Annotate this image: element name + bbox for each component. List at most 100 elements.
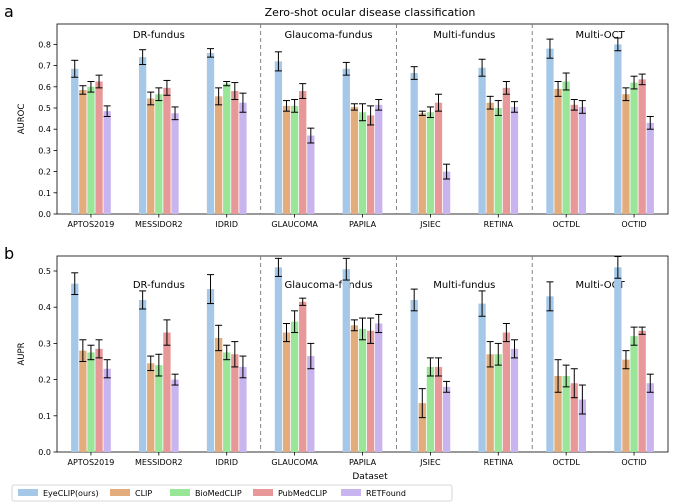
bar [502, 332, 511, 452]
bar [95, 348, 103, 452]
bar [103, 111, 111, 214]
x-tick-label: GLAUCOMA [271, 220, 318, 229]
bar [570, 383, 578, 452]
bar [638, 79, 646, 214]
bar [231, 91, 239, 214]
bar [171, 379, 179, 452]
bar [434, 366, 443, 452]
bar [578, 106, 587, 214]
y-tick-label: 0.7 [38, 62, 51, 71]
bar [239, 366, 247, 452]
y-tick-label: 0.6 [38, 83, 51, 92]
legend-swatch [110, 489, 130, 496]
y-tick-label: 0.0 [38, 210, 51, 219]
bar [103, 368, 111, 452]
bar [350, 325, 359, 452]
bar [418, 113, 426, 214]
bar [274, 61, 283, 214]
x-tick-label: IDRID [215, 458, 238, 467]
bar [147, 98, 155, 214]
legend-entry: EyeCLIP(ours) [43, 489, 99, 498]
bar [375, 323, 383, 452]
x-tick-label: JSIEC [419, 220, 441, 229]
y-tick-label: 0.1 [38, 189, 51, 198]
x-tick-label: MESSIDOR2 [135, 458, 183, 467]
x-tick-label: OCTDL [552, 220, 580, 229]
bar [442, 386, 451, 452]
bar [578, 399, 587, 452]
x-tick-label: APTOS2019 [67, 220, 114, 229]
x-tick-label: IDRID [215, 220, 238, 229]
bar [214, 96, 223, 214]
bar [171, 113, 179, 214]
x-tick-label: RETINA [484, 458, 514, 467]
legend-swatch [253, 489, 273, 496]
bar [282, 105, 291, 214]
bar [358, 112, 367, 214]
bar [622, 359, 630, 452]
bar [79, 89, 87, 214]
figure-title: Zero-shot ocular disease classification [265, 6, 476, 19]
bar [434, 102, 443, 214]
group-label: DR-fundus [133, 280, 185, 291]
x-axis-label: Dataset [352, 472, 388, 482]
bar [366, 330, 375, 452]
panel-label-b: b [4, 244, 14, 263]
bar [486, 354, 494, 452]
x-tick-label: OCTID [621, 220, 646, 229]
bar [95, 81, 103, 214]
bar [646, 383, 654, 452]
bar [630, 82, 638, 214]
bar [299, 91, 307, 214]
y-tick-label: 0.5 [38, 267, 51, 276]
y-tick-label: 0.3 [38, 146, 51, 155]
bar [342, 68, 350, 214]
bar [307, 135, 315, 214]
bar [554, 375, 562, 452]
bar [418, 403, 426, 452]
y-tick-label: 0.4 [38, 303, 51, 312]
bar [375, 104, 383, 214]
bar [494, 108, 502, 214]
group-label: Multi-OCT [575, 30, 625, 41]
aupr-chart: 0.0 0.1 0.2 0.3 0.4 0.5 AUPR APTOS2019 MESSIDOR2… [17, 255, 669, 467]
bar [307, 356, 315, 452]
bar [239, 102, 247, 214]
bar [442, 171, 451, 214]
legend-entry: BioMedCLIP [195, 489, 242, 498]
y-tick-label: 0.2 [38, 376, 51, 385]
bar [630, 336, 638, 452]
bar [87, 352, 95, 452]
bar [410, 299, 418, 452]
y-axis-label: AUPR [17, 342, 27, 365]
group-label: DR-fundus [133, 30, 185, 41]
legend-entry: PubMedCLIP [278, 489, 327, 498]
bar [478, 67, 486, 214]
bar [71, 283, 79, 452]
legend: EyeCLIP(ours) CLIP BioMedCLIP PubMedCLIP RET… [11, 484, 453, 502]
auroc-chart: 0.0 0.1 0.2 0.3 0.4 0.5 0.6 0.7 0.8 AUROC APTOS201… [17, 23, 669, 229]
bar [570, 104, 578, 214]
x-tick-label: PAPILA [349, 220, 377, 229]
bar [71, 68, 79, 214]
bar [231, 354, 239, 452]
bar [342, 269, 350, 452]
bar [274, 267, 283, 452]
x-tick-label: PAPILA [349, 458, 377, 467]
bar [350, 106, 359, 214]
bar [562, 375, 570, 452]
y-axis-label: AUROC [17, 104, 27, 135]
bar [358, 328, 367, 452]
legend-entry: CLIP [135, 489, 152, 498]
x-tick-label: APTOS2019 [67, 458, 114, 467]
bar [410, 73, 418, 215]
bar [614, 44, 622, 215]
bar [554, 88, 562, 214]
y-tick-label: 0.1 [38, 412, 51, 421]
group-label: Glaucoma-fundus [284, 280, 372, 291]
bar [478, 303, 486, 452]
bar [426, 112, 435, 214]
bar [147, 363, 155, 452]
x-tick-label: OCTID [621, 458, 646, 467]
